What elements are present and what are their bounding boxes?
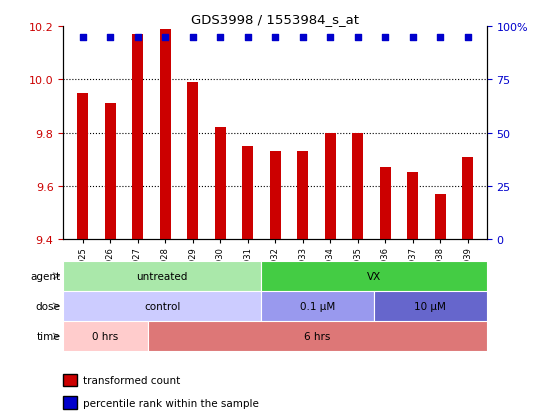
Point — [106, 34, 114, 41]
Point — [353, 34, 362, 41]
Text: percentile rank within the sample: percentile rank within the sample — [82, 398, 258, 408]
Point — [298, 34, 307, 41]
Text: transformed count: transformed count — [82, 375, 180, 385]
Bar — [297, 152, 308, 240]
Text: 0 hrs: 0 hrs — [92, 331, 119, 342]
Bar — [63, 291, 261, 321]
Point — [161, 34, 169, 41]
Bar — [63, 261, 261, 291]
Text: agent: agent — [30, 271, 60, 281]
Text: control: control — [144, 301, 180, 311]
Bar — [379, 168, 390, 240]
Text: dose: dose — [36, 301, 60, 311]
Bar — [462, 157, 473, 240]
Bar — [104, 104, 116, 240]
Text: 0.1 μM: 0.1 μM — [300, 301, 335, 311]
Text: time: time — [37, 331, 60, 342]
Text: VX: VX — [367, 271, 381, 281]
Point — [133, 34, 142, 41]
Bar — [214, 128, 225, 240]
Text: untreated: untreated — [136, 271, 188, 281]
Point — [408, 34, 417, 41]
Text: 10 μM: 10 μM — [414, 301, 446, 311]
Bar — [434, 195, 446, 240]
Point — [243, 34, 252, 41]
Bar — [148, 321, 487, 351]
Bar — [261, 261, 487, 291]
Bar — [324, 133, 336, 240]
Bar — [374, 291, 487, 321]
Bar — [242, 147, 253, 240]
Bar — [63, 321, 148, 351]
Point — [216, 34, 224, 41]
Point — [188, 34, 197, 41]
Point — [78, 34, 87, 41]
Bar — [160, 29, 170, 240]
Point — [271, 34, 279, 41]
Bar — [132, 35, 143, 240]
Title: GDS3998 / 1553984_s_at: GDS3998 / 1553984_s_at — [191, 13, 359, 26]
Point — [436, 34, 444, 41]
Bar — [77, 93, 88, 240]
Bar — [352, 133, 363, 240]
Point — [326, 34, 334, 41]
Bar — [187, 83, 198, 240]
Bar — [407, 173, 418, 240]
Text: 6 hrs: 6 hrs — [304, 331, 331, 342]
Point — [381, 34, 389, 41]
Bar — [261, 291, 374, 321]
Bar — [270, 152, 280, 240]
Point — [463, 34, 472, 41]
